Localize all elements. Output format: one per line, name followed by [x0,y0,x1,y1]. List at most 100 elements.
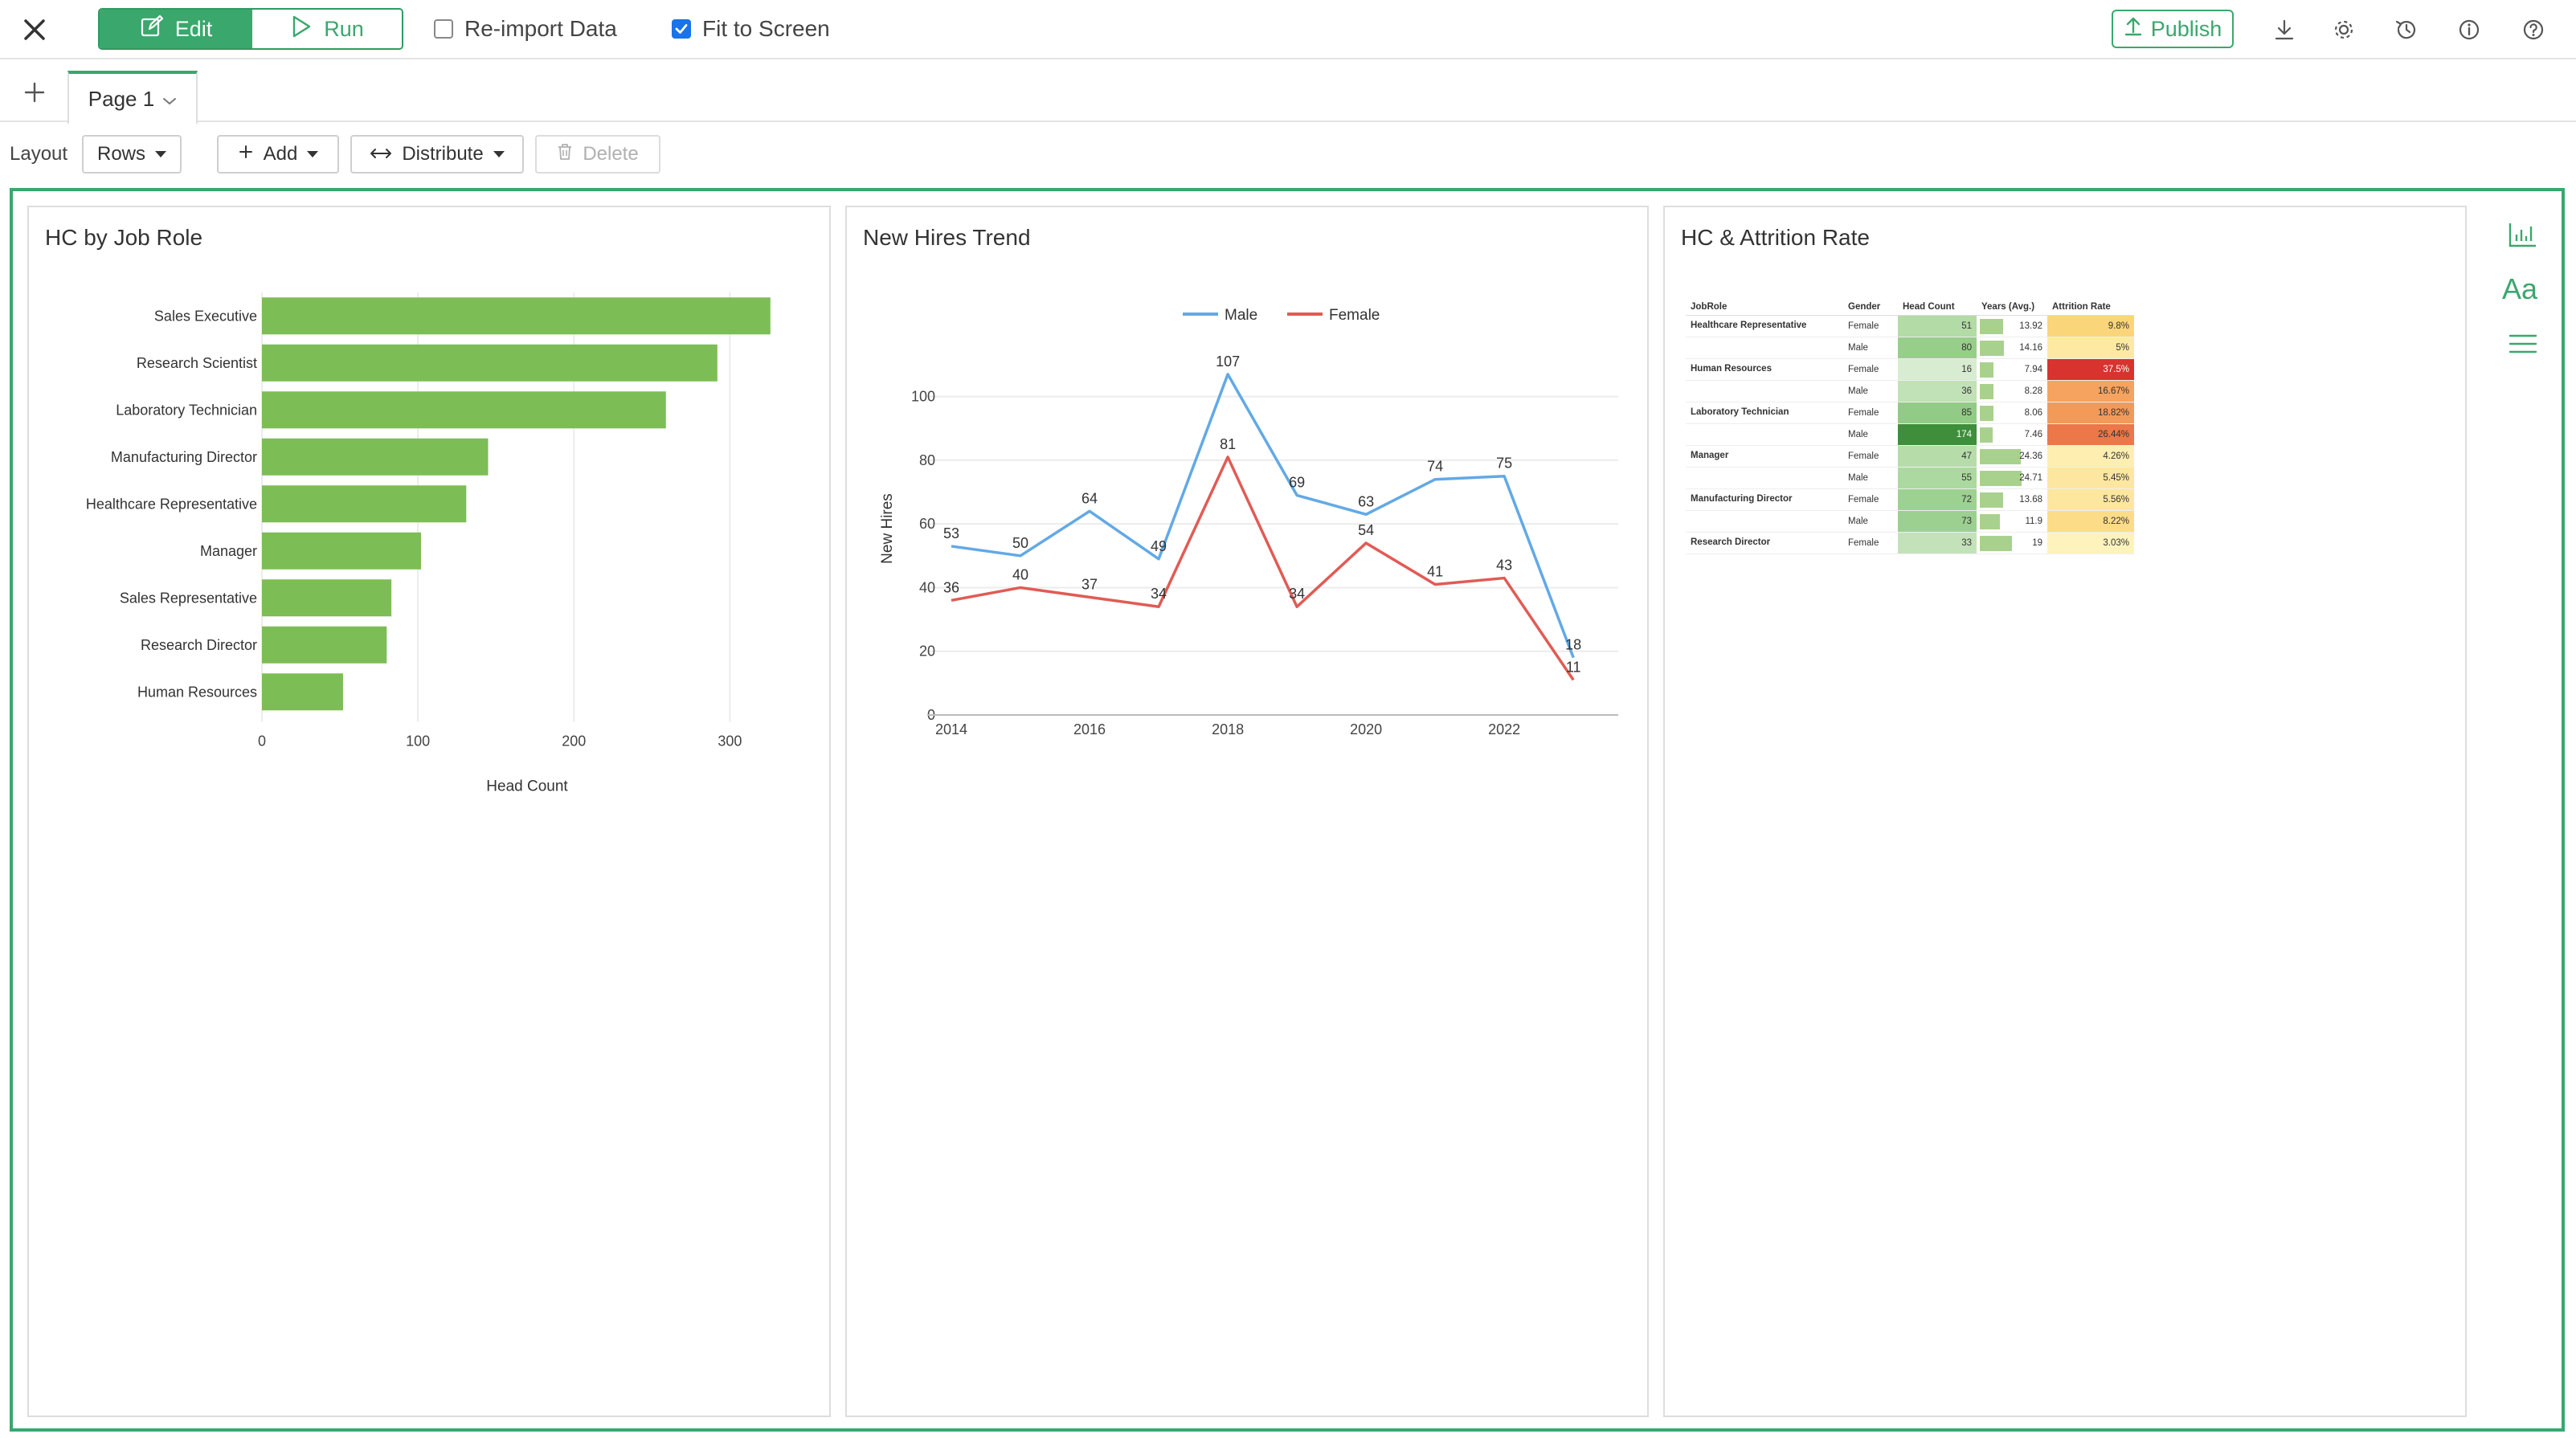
head-count-cell: 85 [1898,402,1977,424]
head-count-cell: 47 [1898,445,1977,468]
publish-label: Publish [2150,16,2222,41]
download-icon[interactable] [2269,14,2300,45]
gear-icon[interactable] [2329,14,2359,45]
x-tick-label: 0 [258,733,266,750]
table-row: Research Director Female 33 19 3.03% [1686,532,2134,554]
data-label: 11 [1566,659,1581,675]
edit-button[interactable]: Edit [100,10,252,48]
layout-select[interactable]: Rows [82,135,182,174]
data-label: 37 [1082,576,1098,592]
column-header[interactable]: JobRole [1686,299,1843,316]
data-label: 64 [1082,490,1098,506]
column-header[interactable]: Attrition Rate [2047,299,2134,316]
data-label: 18 [1565,637,1581,653]
close-icon[interactable] [18,13,51,47]
series-line [951,373,1575,659]
bar [262,579,392,617]
tab-page-1[interactable]: Page 1 [67,71,198,124]
gender-cell: Male [1843,510,1898,533]
years-value: 19 [2032,538,2042,548]
caret-down-icon [155,151,166,157]
x-tick-label: 2014 [935,721,967,737]
run-button[interactable]: Run [252,10,402,48]
reimport-checkbox[interactable]: Re-import Data [434,16,617,42]
years-cell: 19 [1977,532,2047,554]
arrows-horizontal-icon [370,143,392,165]
data-label: 40 [1012,566,1028,582]
help-icon[interactable] [2518,14,2549,45]
x-tick-label: 300 [718,733,742,750]
chevron-down-icon[interactable] [162,87,177,112]
column-header[interactable]: Years (Avg.) [1977,299,2047,316]
y-tick-label: 20 [919,643,935,660]
y-category-label: Manager [200,543,257,559]
data-label: 34 [1151,586,1167,602]
column-header[interactable]: Gender [1843,299,1898,316]
x-tick-label: 200 [562,733,586,750]
reimport-label: Re-import Data [464,16,617,41]
years-cell: 7.46 [1977,423,2047,446]
upload-icon [2124,16,2143,43]
data-label: 54 [1358,522,1374,538]
data-label: 36 [943,579,959,595]
card-hc-attrition-rate[interactable]: HC & Attrition Rate JobRole Gender Head … [1663,206,2467,1417]
info-icon[interactable] [2454,14,2484,45]
years-value: 11.9 [2025,517,2042,526]
gender-cell: Female [1843,532,1898,554]
column-header[interactable]: Head Count [1898,299,1977,316]
publish-button[interactable]: Publish [2112,10,2234,48]
menu-icon[interactable] [2499,323,2547,365]
reimport-checkbox-box[interactable] [434,19,453,39]
role-cell: Laboratory Technician [1686,402,1843,424]
data-label: 75 [1496,456,1512,472]
years-cell: 8.28 [1977,380,2047,402]
checkmark-icon [675,24,688,34]
history-icon[interactable] [2391,14,2422,45]
years-cell: 24.71 [1977,467,2047,489]
head-count-cell: 36 [1898,380,1977,402]
role-cell [1686,510,1843,533]
data-label: 41 [1427,563,1443,579]
top-toolbar: Edit Run Re-import Data Fit to Screen Pu… [0,0,2576,59]
table-row: Healthcare Representative Female 51 13.92 9.… [1686,315,2134,337]
years-bar [1980,362,1993,378]
mode-toggle: Edit Run [98,8,403,50]
card-new-hires-trend[interactable]: New Hires Trend 0 20 40 60 80 100 2014 2016 2018… [845,206,1649,1417]
fit-to-screen-checkbox-box[interactable] [672,19,691,39]
years-cell: 14.16 [1977,337,2047,359]
chart-type-icon[interactable] [2499,214,2547,255]
role-cell [1686,380,1843,402]
tab-label: Page 1 [88,86,155,111]
table-row: Manager Female 47 24.36 4.26% [1686,445,2134,468]
role-cell: Research Director [1686,532,1843,554]
fit-to-screen-checkbox[interactable]: Fit to Screen [672,16,830,42]
add-button[interactable]: Add [217,135,339,174]
attrition-cell: 37.5% [2047,358,2134,381]
delete-button[interactable]: Delete [535,135,660,174]
years-value: 7.46 [2024,430,2042,439]
gender-cell: Female [1843,315,1898,337]
card-title: HC by Job Role [45,225,203,250]
head-count-cell: 51 [1898,315,1977,337]
years-cell: 13.68 [1977,488,2047,511]
y-tick-label: 40 [919,579,935,595]
y-category-label: Manufacturing Director [111,449,257,465]
years-value: 24.71 [2019,473,2042,483]
attrition-cell: 8.22% [2047,510,2134,533]
role-cell: Manager [1686,445,1843,468]
bar [262,391,666,429]
add-page-icon[interactable] [21,79,48,106]
card-hc-by-job-role[interactable]: HC by Job Role 0 100 200 300 Sales Executive… [27,206,831,1417]
caret-down-icon [307,151,319,157]
data-label: 81 [1220,436,1236,452]
years-bar [1980,471,2022,486]
data-label: 43 [1496,558,1512,574]
bar [262,438,489,476]
text-style-icon[interactable]: Aa [2499,268,2547,310]
distribute-button[interactable]: Distribute [350,135,524,174]
bar [262,626,387,664]
distribute-label: Distribute [402,143,484,165]
job-role-bar-chart: 0 100 200 300 Sales Executive Research Scient… [86,292,771,795]
y-category-label: Laboratory Technician [116,402,257,418]
